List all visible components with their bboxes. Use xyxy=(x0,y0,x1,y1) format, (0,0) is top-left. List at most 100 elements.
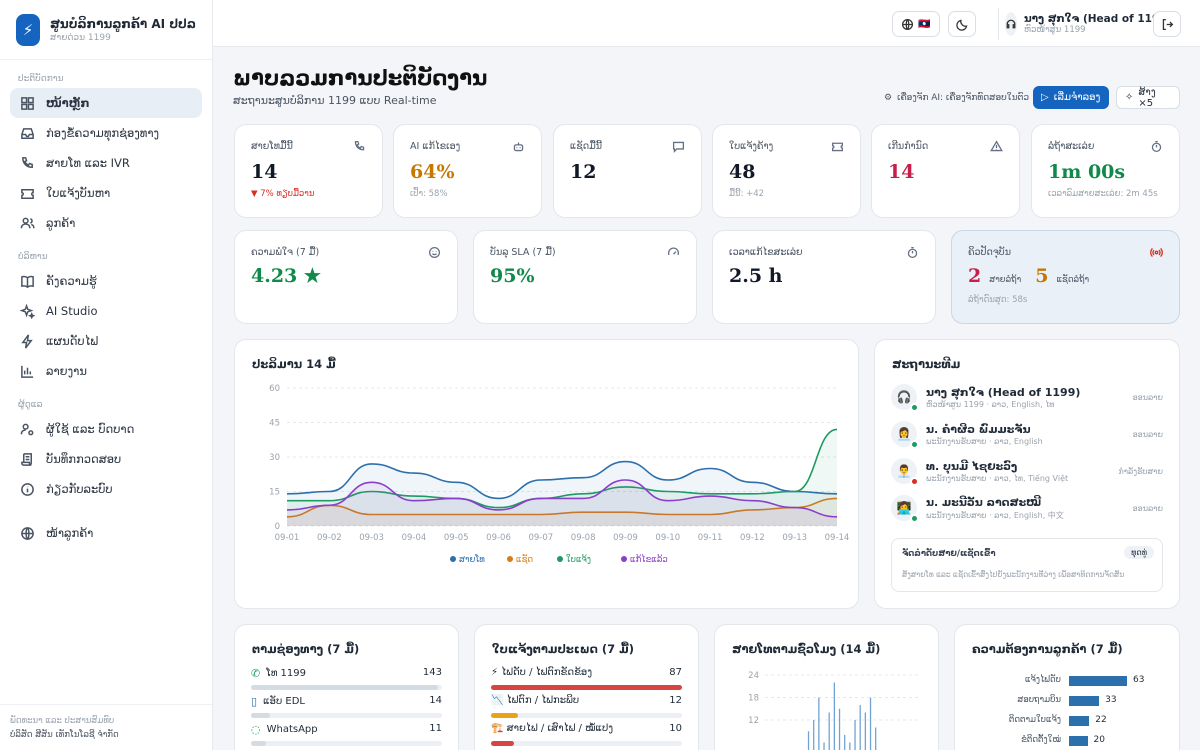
timer-icon xyxy=(907,246,918,259)
sidebar-item-label: ແຜນດັບໄຟ xyxy=(46,334,99,348)
presence-dot xyxy=(910,477,919,486)
presence-dot xyxy=(910,440,919,449)
bot-icon xyxy=(513,142,524,152)
avatar-emoji: 👩‍💼 xyxy=(896,427,912,441)
logout-button[interactable] xyxy=(1153,11,1181,37)
theme-toggle-button[interactable] xyxy=(948,11,976,37)
sidebar-item-label: ກ່ອງຂໍ້ຄວາມທຸກຊ່ອງທາງ xyxy=(46,126,160,140)
staff-row[interactable]: 🎧 ນາງ ສຸກໃຈ (Head of 1199) ຫົວໜ້າສູນ 1199 … xyxy=(891,382,1163,412)
timer-icon xyxy=(1151,140,1162,153)
avatar: 👩‍💼 xyxy=(891,421,919,449)
sidebar-item-audit-log[interactable]: ບັນທຶກກວດສອບ xyxy=(10,444,202,474)
staff-status: ອອນລາຍ xyxy=(1132,503,1163,513)
sidebar-item-users-roles[interactable]: ຜູ້ໃຊ້ ແລະ ບົດບາດ xyxy=(10,414,202,444)
bar-value: 11 xyxy=(429,723,442,734)
sidebar-item-reports[interactable]: ລາຍງານ xyxy=(10,356,202,386)
sidebar-item-ai-studio[interactable]: AI Studio xyxy=(10,296,202,326)
bar-label: ແອັບ EDL xyxy=(263,696,305,707)
users-icon xyxy=(20,217,35,228)
x-tick-label: 09-02 xyxy=(317,533,342,543)
routing-note-badge[interactable]: ທຸດທູ່ xyxy=(1124,546,1154,559)
sidebar-item-inbox[interactable]: ກ່ອງຂໍ້ຄວາມທຸກຊ່ອງທາງ xyxy=(10,118,202,148)
bar-track xyxy=(251,685,442,690)
kpi-label: AI ແກ້ໄຂເອງ xyxy=(410,141,461,152)
x-tick-label: 09-12 xyxy=(740,533,765,543)
bar-label-wrap: 🏗️ ສາຍໄຟ / ເສົາໄຟ / ໝໍ້ແປງ xyxy=(491,723,613,734)
sidebar-item-about[interactable]: ກ່ຽວກັບລະບົບ xyxy=(10,474,202,504)
bar-label-wrap: ✆ ໂທ 1199 xyxy=(251,667,306,680)
kpi-label: ເວລາແກ້ໄຂສະເລ່ຍ xyxy=(729,247,803,258)
y-tick-label: 24 xyxy=(748,671,759,681)
kpi-value: 1m 00s xyxy=(1048,161,1126,183)
sidebar-item-outage-map[interactable]: ແຜນດັບໄຟ xyxy=(10,326,202,356)
staff-row[interactable]: 👩‍💼 ນ. ຄຳຜິວ ພົມມະຈັນ ພະນັກງານຮັບສາຍ · ລາວ… xyxy=(891,419,1163,449)
hour-bar xyxy=(864,712,867,750)
presence-dot xyxy=(910,514,919,523)
routing-note: ຈັດລຳດັບສາຍ/ແຊັດເຂົ້າ ທຸດທູ່ ສິ່ງສາຍໂທ ແ… xyxy=(891,538,1163,592)
user-profile[interactable]: ນາງ ສຸກໃຈ (Head of 1199) ຫົວໜ້າສູນ 1199 xyxy=(998,8,1171,40)
kpi-subtext: ເປົ້າ: 58% xyxy=(410,189,448,199)
bar-label: 🏗️ ສາຍໄຟ / ເສົາໄຟ / ໝໍ້ແປງ xyxy=(491,723,614,734)
globe-icon xyxy=(21,526,34,540)
start-simulation-button[interactable]: ▷ ເລີ່ມຈຳລອງ xyxy=(1033,86,1109,109)
hour-bar xyxy=(869,697,872,750)
kpi-label: ບັນລຸ SLA (7 ມື້) xyxy=(490,247,556,258)
sidebar-item-customer-portal[interactable]: ໜ້າລູກຄ້າ xyxy=(10,518,202,548)
series-area xyxy=(287,461,837,526)
sidebar-item-customers[interactable]: ລູກຄ້າ xyxy=(10,208,202,238)
bar-label: ໂທ 1199 xyxy=(266,668,306,679)
series-line xyxy=(286,460,838,500)
play-icon: ▷ xyxy=(1041,92,1049,103)
scroll-icon xyxy=(21,452,32,466)
presence-dot xyxy=(910,403,919,412)
current-queue-card: ຄິວປັດຈຸບັນ 2 ສາຍລໍຖ້າ 5 ແຊັດລໍຖ້າ ລໍຖ້າ… xyxy=(951,230,1180,324)
need-bar xyxy=(1069,676,1127,686)
kpi-subtext: ▼ 7% ທຽບມື້ວານ xyxy=(251,189,315,199)
hourly-calls-card: ສາຍໂທຕາມຊົ່ວໂມງ (14 ມື້) 24 18 12 xyxy=(714,624,939,750)
series-line xyxy=(286,479,838,518)
hour-bar xyxy=(828,712,830,750)
kpi-card: ແຊັດມື້ນີ້ 12 xyxy=(553,124,702,218)
staff-name: ທ. ບຸນມີ ໄຊຍະວົງ xyxy=(926,459,1018,473)
sidebar-item-knowledge[interactable]: ຄັງຄວາມຮູ້ xyxy=(10,266,202,296)
brand-subtitle: ສາຍດ່ວນ 1199 xyxy=(50,32,111,43)
ticket-icon xyxy=(831,142,844,152)
volume-chart-title: ປະລິມານ 14 ມື້ xyxy=(252,357,336,371)
sidebar-item-dashboard[interactable]: ໜ້າຫຼັກ xyxy=(10,88,202,118)
avatar-emoji: 👩‍💻 xyxy=(896,501,912,515)
sidebar-item-label: ໜ້າລູກຄ້າ xyxy=(46,526,94,540)
sidebar-item-label: AI Studio xyxy=(46,304,98,318)
waiting-calls-count: 2 xyxy=(968,265,982,287)
language-button[interactable]: 🇱🇦 xyxy=(892,11,940,37)
legend-swatch xyxy=(557,556,563,562)
burst-x5-button[interactable]: ✧ ສ້າງ ×5 xyxy=(1116,86,1180,109)
kpi-subtext: ມື້ນີ້: +42 xyxy=(729,189,765,199)
bar-track xyxy=(251,741,442,746)
bar-track xyxy=(491,741,682,746)
staff-row[interactable]: 👨‍💼 ທ. ບຸນມີ ໄຊຍະວົງ ພະນັກງານຮັບສາຍ · ລາວ,… xyxy=(891,456,1163,486)
bar-value: 10 xyxy=(669,723,682,734)
book-icon xyxy=(21,275,34,288)
staff-name: ນ. ຄຳຜິວ ພົມມະຈັນ xyxy=(926,422,1031,436)
broadcast-icon xyxy=(1150,247,1163,258)
hourly-calls-title: ສາຍໂທຕາມຊົ່ວໂມງ (14 ມື້) xyxy=(732,642,881,656)
kpi-value: 64% xyxy=(410,161,455,183)
kpi-card: ເວລາແກ້ໄຂສະເລ່ຍ 2.5 h xyxy=(712,230,936,324)
kpi-label: ເກີນກຳນົດ xyxy=(888,141,929,152)
brand[interactable]: ⚡ ສູນບໍລິການລູກຄ້າ AI ປປລ ສາຍດ່ວນ 1199 xyxy=(0,0,212,60)
ticket-icon xyxy=(21,188,34,199)
bar-label: WhatsApp xyxy=(266,724,318,735)
hour-bar xyxy=(833,682,836,750)
sidebar-item-label: ໃບແຈ້ງບັນຫາ xyxy=(46,186,111,200)
sidebar-item-tickets[interactable]: ໃບແຈ້ງບັນຫາ xyxy=(10,178,202,208)
sidebar-item-calls[interactable]: ສາຍໂທ ແລະ IVR xyxy=(10,148,202,178)
bar-label: 📉 ໄຟຕົກ / ໄຟກະພິບ xyxy=(491,695,580,706)
footer-company: ບໍລິສັດ ສີສັນ ເທັກໂນໂລຊີ ຈຳກັດ xyxy=(10,730,119,740)
sidebar: ⚡ ສູນບໍລິການລູກຄ້າ AI ປປລ ສາຍດ່ວນ 1199 ປ… xyxy=(0,0,213,750)
sidebar-item-label: ກ່ຽວກັບລະບົບ xyxy=(46,482,113,496)
kpi-label: ໃບແຈ້ງຄ້າງ xyxy=(729,141,774,152)
staff-name: ນ. ມະນີວັນ ລາດສະໝີ xyxy=(926,495,1042,509)
staff-row[interactable]: 👩‍💻 ນ. ມະນີວັນ ລາດສະໝີ ພະນັກງານຮັບສາຍ · ລາ… xyxy=(891,493,1163,523)
ticket-types-title: ໃບແຈ້ງຕາມປະເພດ (7 ມື້) xyxy=(492,642,634,656)
legend-swatch xyxy=(621,556,627,562)
